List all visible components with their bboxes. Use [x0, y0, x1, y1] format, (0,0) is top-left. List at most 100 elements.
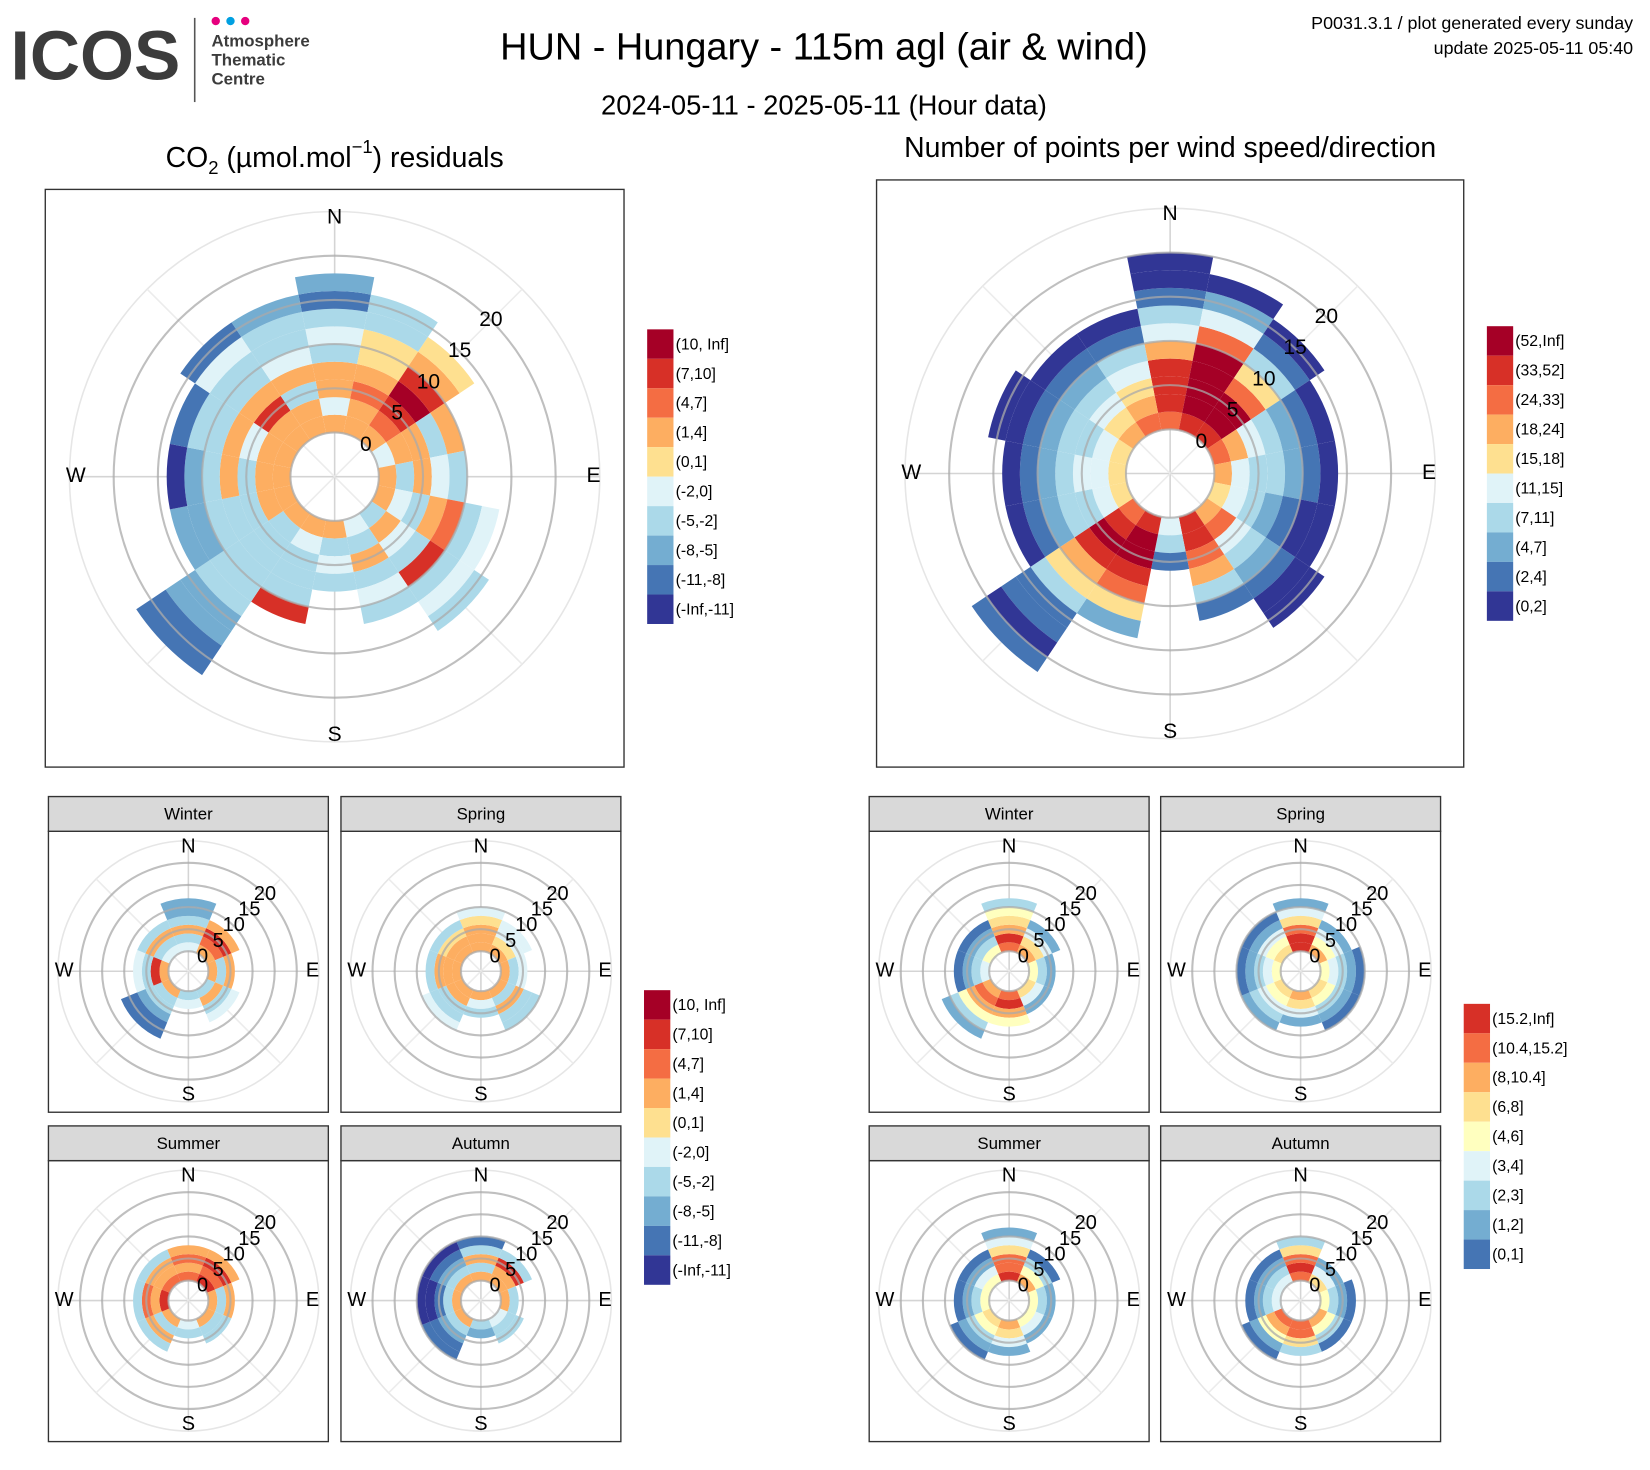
wind-cell	[1282, 924, 1319, 937]
wind-cell	[1236, 946, 1250, 996]
wind-cell	[221, 495, 254, 541]
wind-cell	[270, 557, 316, 590]
wind-cell	[488, 978, 508, 998]
wind-cell	[1192, 343, 1244, 378]
legend-swatch	[1486, 414, 1514, 445]
wind-cell	[322, 414, 347, 434]
wind-cell	[429, 1249, 464, 1283]
compass-label: S	[1002, 1413, 1015, 1435]
wind-cell	[300, 513, 327, 538]
r-tick-label: 20	[254, 883, 276, 905]
wind-cell	[1282, 1254, 1319, 1266]
wind-cell	[1318, 989, 1352, 1023]
ring	[201, 343, 469, 611]
wind-cell	[466, 1327, 496, 1339]
wind-cell	[1076, 598, 1141, 639]
wind-cell	[161, 1308, 181, 1328]
wind-cell	[196, 944, 216, 964]
wind-cell	[371, 485, 396, 512]
wind-cell	[209, 550, 261, 602]
wind-cell	[1335, 1282, 1348, 1319]
r-tick-label: 10	[1335, 914, 1357, 936]
strip	[340, 1125, 622, 1162]
legend-swatch	[647, 594, 674, 624]
wind-cell	[133, 950, 146, 993]
strip-label: Spring	[1276, 804, 1325, 823]
ring	[123, 1235, 254, 1366]
wind-cell	[255, 461, 274, 493]
wind-cell	[153, 982, 178, 1007]
wind-cell	[215, 956, 227, 986]
wind-cell	[187, 502, 225, 561]
wind-cell	[459, 1245, 503, 1258]
wind-cell	[1057, 492, 1090, 538]
wind-cell	[1289, 1319, 1312, 1330]
wind-cell	[353, 363, 399, 396]
ring	[943, 905, 1075, 1037]
wind-cell	[1020, 982, 1044, 1007]
r-tick-label: 10	[223, 914, 245, 936]
compass-label: W	[55, 960, 74, 982]
compass-label: E	[1422, 461, 1436, 484]
wind-cell	[1037, 447, 1058, 500]
wind-cell	[137, 1318, 171, 1352]
legend-swatch	[644, 1108, 671, 1138]
compass-label: E	[598, 1289, 611, 1311]
wind-cell	[1045, 547, 1097, 599]
r-tick-label: 15	[1351, 898, 1373, 920]
legend-swatch	[1486, 591, 1514, 621]
compass-label: W	[1167, 1289, 1186, 1311]
wind-cell	[1271, 1289, 1283, 1312]
legend-swatch	[644, 1255, 671, 1285]
legend-label: (6,8]	[1492, 1099, 1524, 1116]
wind-cell	[1319, 960, 1330, 983]
wind-cell	[1243, 348, 1296, 400]
compass-label: E	[306, 1289, 319, 1311]
wind-cell	[1022, 390, 1060, 448]
compass-label: W	[876, 1289, 895, 1311]
legend-label: (24,33]	[1515, 392, 1564, 409]
legend-swatch	[644, 990, 671, 1020]
wind-cell	[1125, 395, 1159, 423]
compass-label: W	[66, 464, 86, 487]
wind-cell	[1286, 933, 1316, 945]
wind-cell	[469, 1271, 492, 1283]
wind-cell	[1241, 911, 1280, 951]
legend-label: (1,2]	[1492, 1217, 1524, 1234]
r-tick-label: 15	[448, 339, 471, 362]
wind-cell	[169, 383, 210, 448]
wind-cell	[1317, 440, 1339, 507]
wind-cell	[1109, 439, 1134, 465]
wind-cell	[1057, 409, 1090, 455]
wind-cell	[1076, 308, 1141, 349]
legend-swatch	[1463, 1239, 1491, 1270]
wind-cell	[1243, 547, 1296, 599]
wind-cell	[187, 393, 225, 451]
wind-cell	[177, 989, 200, 1001]
wind-cell	[251, 329, 309, 367]
wind-cell	[1335, 953, 1348, 990]
legend-swatch	[1486, 561, 1514, 592]
wind-cell	[395, 461, 415, 493]
wind-cell	[425, 1279, 438, 1322]
wind-cell	[1022, 499, 1060, 557]
wind-cell	[1035, 1286, 1047, 1316]
wind-cell	[290, 398, 323, 426]
wind-cell	[949, 992, 988, 1031]
wind-cell	[163, 907, 213, 921]
wind-cell	[1030, 556, 1087, 614]
ring	[1213, 883, 1388, 1059]
compass-label: S	[474, 1413, 487, 1435]
wind-cell	[974, 936, 999, 961]
legend-label: (-5,-2]	[672, 1174, 714, 1191]
ring	[1257, 1257, 1344, 1344]
wind-cell	[1308, 1308, 1328, 1328]
wind-cell	[459, 915, 503, 929]
wind-cell	[425, 950, 438, 993]
logo: ICOS	[11, 16, 181, 94]
legend-label: (52,Inf]	[1515, 333, 1564, 350]
subtitle: 2024-05-11 - 2025-05-11 (Hour data)	[601, 90, 1047, 121]
wind-cell	[1245, 950, 1258, 993]
wind-cell	[1249, 989, 1283, 1023]
legend-swatch	[1463, 1121, 1491, 1152]
